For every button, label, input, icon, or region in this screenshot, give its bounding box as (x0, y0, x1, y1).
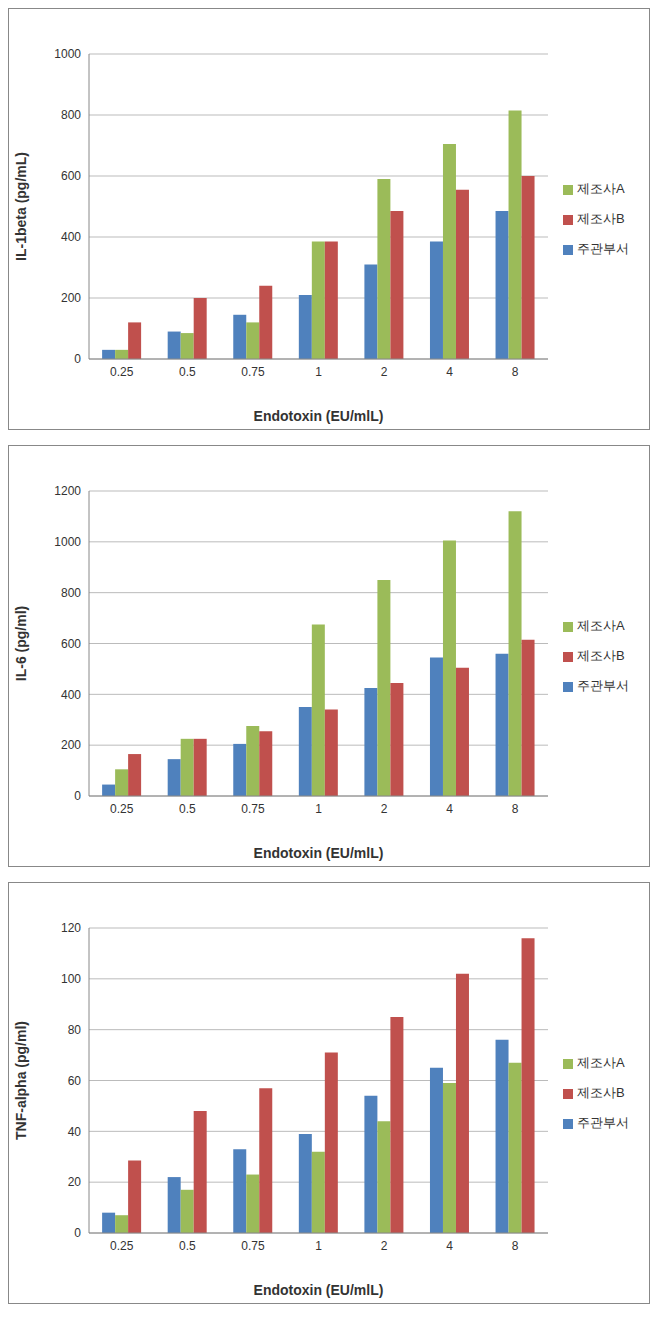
html-text:제조사B: 제조사B (577, 1085, 625, 1100)
svg-text:2: 2 (381, 365, 388, 379)
svg-text:Endotoxin (EU/mlL): Endotoxin (EU/mlL) (254, 408, 384, 424)
svg-text:120: 120 (61, 921, 81, 935)
html-text:주관부서: 주관부서 (577, 241, 629, 256)
html-text:제조사A: 제조사A (577, 618, 625, 633)
svg-text:600: 600 (61, 637, 81, 651)
svg-text:0: 0 (74, 1226, 81, 1240)
svg-text:Endotoxin (EU/mlL): Endotoxin (EU/mlL) (254, 1282, 384, 1298)
html-text:주관부서: 주관부서 (577, 678, 629, 693)
svg-text:0.75: 0.75 (241, 802, 265, 816)
svg-text:600: 600 (61, 169, 81, 183)
svg-text:100: 100 (61, 972, 81, 986)
html-text:제조사B: 제조사B (577, 648, 625, 663)
svg-text:800: 800 (61, 586, 81, 600)
svg-text:0: 0 (74, 352, 81, 366)
svg-text:200: 200 (61, 291, 81, 305)
html-text:제조사B: 제조사B (577, 211, 625, 226)
html-text:제조사A: 제조사A (577, 1055, 625, 1070)
svg-text:800: 800 (61, 108, 81, 122)
svg-text:0.25: 0.25 (110, 802, 134, 816)
svg-text:8: 8 (512, 365, 519, 379)
svg-text:1200: 1200 (54, 484, 81, 498)
svg-text:2: 2 (381, 802, 388, 816)
svg-text:0.5: 0.5 (179, 802, 196, 816)
svg-text:8: 8 (512, 1239, 519, 1253)
svg-text:0: 0 (74, 789, 81, 803)
svg-text:1: 1 (315, 802, 322, 816)
svg-text:400: 400 (61, 230, 81, 244)
svg-text:IL-1beta (pg/mL): IL-1beta (pg/mL) (13, 152, 29, 261)
svg-text:0.75: 0.75 (241, 1239, 265, 1253)
svg-text:0.5: 0.5 (179, 1239, 196, 1253)
svg-text:1: 1 (315, 1239, 322, 1253)
html-text:주관부서: 주관부서 (577, 1115, 629, 1130)
svg-text:0.25: 0.25 (110, 365, 134, 379)
svg-text:0.5: 0.5 (179, 365, 196, 379)
svg-text:0.75: 0.75 (241, 365, 265, 379)
svg-text:20: 20 (68, 1175, 82, 1189)
svg-text:4: 4 (446, 1239, 453, 1253)
svg-text:400: 400 (61, 688, 81, 702)
svg-text:0.25: 0.25 (110, 1239, 134, 1253)
svg-text:40: 40 (68, 1125, 82, 1139)
svg-text:Endotoxin (EU/mlL): Endotoxin (EU/mlL) (254, 845, 384, 861)
svg-text:200: 200 (61, 738, 81, 752)
svg-text:1000: 1000 (54, 47, 81, 61)
html-text:제조사A: 제조사A (577, 181, 625, 196)
svg-text:60: 60 (68, 1074, 82, 1088)
svg-text:4: 4 (446, 802, 453, 816)
svg-text:8: 8 (512, 802, 519, 816)
svg-text:TNF-alpha (pg/ml): TNF-alpha (pg/ml) (13, 1021, 29, 1140)
svg-text:80: 80 (68, 1023, 82, 1037)
svg-text:2: 2 (381, 1239, 388, 1253)
svg-text:1: 1 (315, 365, 322, 379)
svg-text:4: 4 (446, 365, 453, 379)
svg-text:IL-6 (pg/ml): IL-6 (pg/ml) (13, 606, 29, 681)
svg-text:1000: 1000 (54, 535, 81, 549)
